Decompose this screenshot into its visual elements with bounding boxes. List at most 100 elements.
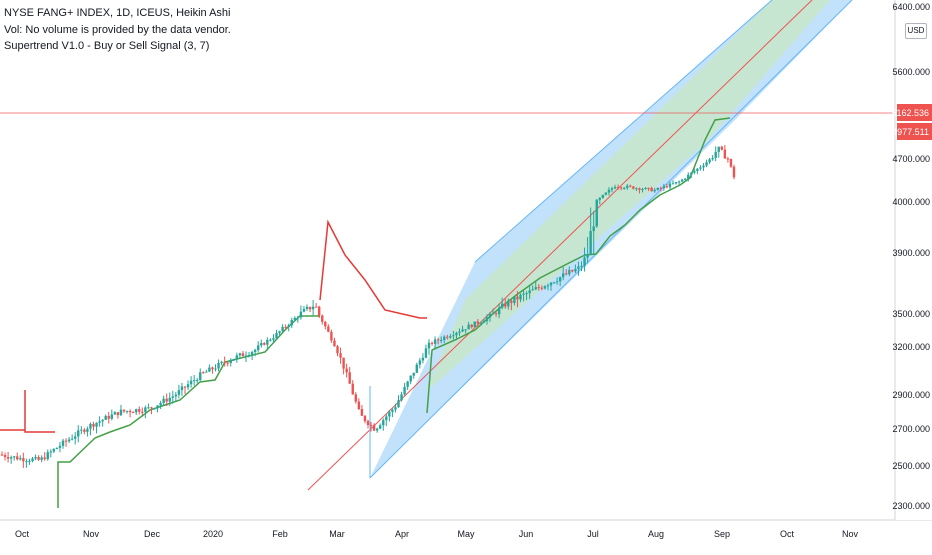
candle-body [302,309,306,312]
candle-body [479,322,483,324]
candle-body [397,400,400,408]
candle-body [699,167,702,169]
candle-body [92,423,95,427]
candle-body [574,268,577,272]
candle-body [80,429,83,431]
candle-body [629,185,632,187]
candle-body [61,440,65,446]
candle-body [314,306,318,308]
candle-body [58,445,62,448]
supertrend-up-segment [57,315,320,508]
candle-body [485,317,489,322]
candle-body [595,199,598,227]
candle-body [613,187,617,189]
candle-body [308,306,312,310]
candle-body [125,410,129,412]
candle-body [607,189,611,193]
candle-body [540,287,544,289]
candle-body [403,386,406,395]
candle-body [333,340,336,347]
x-tick-label: 2020 [203,529,223,539]
candle-body [375,428,379,431]
candle-body [638,188,641,190]
candle-body [385,416,388,421]
candle-body [476,321,479,324]
candle-body [467,324,470,330]
candle-body [671,183,675,185]
x-tick-label: Dec [144,529,161,539]
indicator-legend[interactable]: Supertrend V1.0 - Buy or Sell Signal (3,… [4,40,210,52]
candle-body [186,384,190,388]
candle-body [583,257,586,266]
candle-body [107,415,110,419]
candles [0,144,736,468]
x-tick-label: Nov [83,529,100,539]
candle-body [110,414,113,419]
candle-body [516,296,519,300]
candle-body [238,353,242,356]
candle-body [67,439,71,442]
candle-body [391,409,394,412]
candle-body [6,457,10,459]
candle-body [25,461,28,463]
currency-button[interactable]: USD [905,23,927,39]
candle-body [89,423,92,429]
candle-body [28,461,31,463]
channel-upper-line [474,0,773,263]
candle-body [40,457,43,460]
candle-body [64,440,68,442]
channel-lower-line [369,0,853,479]
candle-body [199,372,202,381]
candle-body [711,157,714,160]
candle-body [299,311,303,318]
candle-body [95,422,98,427]
candle-body [552,282,556,284]
candle-body [418,360,422,365]
candle-body [339,353,342,358]
candle-body [330,331,333,341]
candle-body [732,166,736,178]
symbol-legend[interactable]: NYSE FANG+ INDEX, 1D, ICEUS, Heikin Ashi [4,7,231,19]
candle-body [363,415,367,422]
candle-body [504,303,507,307]
candle-body [580,265,583,267]
supertrend-up-segment [426,117,731,414]
candle-body [336,346,339,354]
candle-body [424,348,428,358]
candle-body [427,342,431,349]
candle-body [430,342,434,344]
candle-body [290,319,293,326]
y-tick-label: 2900.000 [892,390,930,400]
candle-body [650,187,653,192]
candle-body [626,185,629,188]
candle-body [562,273,565,278]
candle-body [641,189,644,191]
candle-body [83,429,86,432]
candle-body [156,405,159,409]
channel-inner-band [426,0,830,390]
candle-body [122,409,126,412]
candle-body [440,339,443,341]
candle-body [269,339,272,341]
candle-body [589,230,592,255]
candle-body [189,380,193,385]
candle-body [568,269,571,275]
candle-body [98,421,101,423]
candle-body [287,325,290,328]
supertrend-down-segment [0,390,55,433]
candle-body [159,402,162,406]
candle-body [260,343,263,346]
x-tick-label: Jun [519,529,534,539]
candle-body [135,409,138,413]
candle-body [635,188,638,190]
candle-body [43,457,46,460]
candle-body [677,181,681,183]
candle-body [723,149,727,159]
volume-legend[interactable]: Vol: No volume is provided by the data v… [4,23,231,36]
candle-body [687,174,690,179]
candle-body [223,361,226,363]
candle-body [348,372,351,384]
candle-body [34,457,37,459]
